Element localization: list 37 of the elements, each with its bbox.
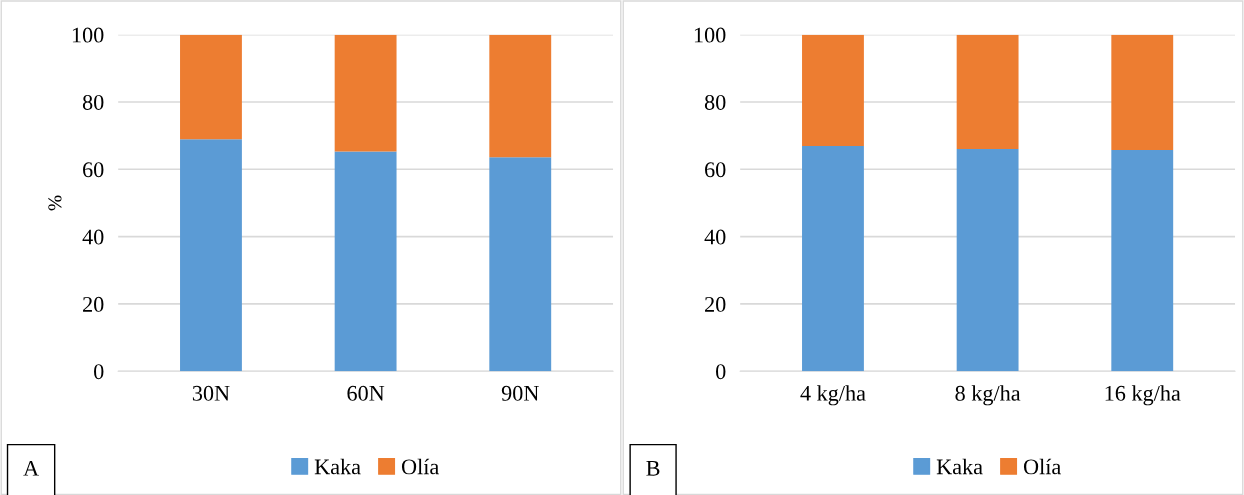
bar — [1111, 34, 1174, 151]
y-tick-label: 80 — [82, 94, 104, 110]
text: B — [646, 461, 660, 476]
text: A — [23, 460, 39, 476]
y-tick-label: 60 — [83, 162, 104, 178]
legend-label: Kaka — [314, 458, 361, 475]
bar — [180, 34, 242, 140]
bar — [334, 34, 397, 152]
y-tick-label: 80 — [704, 94, 726, 110]
y-tick-label: 40 — [704, 229, 726, 245]
y-tick-label: 100 — [694, 27, 726, 43]
x-tick-label: 16 kg/ha — [1105, 385, 1181, 406]
bar — [802, 34, 864, 147]
y-tick-label: 40 — [82, 229, 104, 245]
x-tick-label: 4 kg/ha — [800, 385, 866, 406]
bar — [180, 139, 242, 372]
y-tick-label: 100 — [72, 27, 104, 43]
y-tick-label: 0 — [716, 364, 726, 380]
x-tick-label: 8 kg/ha — [955, 385, 1021, 406]
x-tick-label: 30N — [192, 385, 230, 401]
bar — [334, 151, 397, 372]
y-tick-label: 0 — [94, 364, 104, 380]
bar — [489, 34, 552, 158]
bar — [1111, 150, 1174, 372]
legend-label: Olía — [401, 458, 439, 475]
y-axis-title: % — [48, 195, 62, 211]
y-tick-label: 20 — [705, 296, 726, 312]
x-tick-label: 90N — [501, 385, 539, 401]
bar — [956, 34, 1019, 150]
legend-label: Olía — [1023, 458, 1061, 475]
bar — [802, 146, 864, 372]
y-tick-label: 20 — [83, 296, 104, 312]
y-tick-label: 60 — [705, 162, 726, 178]
bar — [956, 149, 1019, 372]
x-tick-label: 60N — [347, 385, 385, 401]
legend-label: Kaka — [936, 458, 983, 475]
bar — [489, 157, 552, 372]
